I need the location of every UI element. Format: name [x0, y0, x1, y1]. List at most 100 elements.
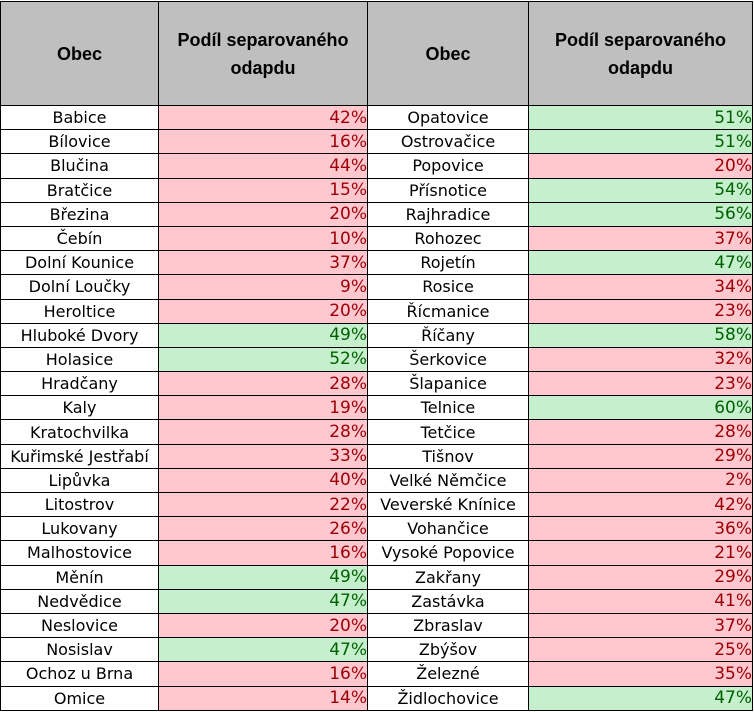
podil-cell-left: 15%	[158, 177, 368, 203]
header-podil-left: Podíl separovaného odapdu	[158, 1, 368, 106]
obec-cell-left: Bratčice	[0, 177, 159, 203]
obec-cell-right: Zakřany	[367, 564, 529, 590]
podil-cell-left: 33%	[158, 443, 368, 469]
obec-cell-left: Nedvědice	[0, 588, 159, 614]
table-row: Blučina 44% Popovice 20%	[0, 153, 753, 179]
obec-cell-right: Rosice	[367, 274, 529, 300]
podil-cell-left: 47%	[158, 588, 368, 614]
obec-cell-right: Šerkovice	[367, 346, 529, 373]
table-row: Heroltice 20% Řícmanice 23%	[0, 298, 753, 324]
table-row: Kuřimské Jestřabí 33% Tišnov 29%	[0, 443, 753, 469]
podil-cell-right: 21%	[528, 540, 753, 566]
podil-cell-right: 54%	[528, 177, 753, 203]
obec-cell-right: Rajhradice	[367, 201, 529, 227]
obec-cell-left: Omice	[0, 685, 159, 711]
podil-cell-right: 36%	[528, 516, 753, 542]
obec-cell-left: Neslovice	[0, 612, 159, 639]
obec-cell-right: Opatovice	[367, 104, 529, 131]
podil-cell-right: 35%	[528, 661, 753, 687]
obec-cell-left: Bílovice	[0, 129, 159, 155]
table-row: Hluboké Dvory 49% Říčany 58%	[0, 322, 753, 348]
obec-cell-right: Tišnov	[367, 443, 529, 469]
podil-cell-right: 51%	[528, 104, 753, 131]
podil-cell-left: 16%	[158, 661, 368, 687]
obec-cell-left: Kaly	[0, 395, 159, 421]
podil-cell-left: 49%	[158, 322, 368, 348]
podil-cell-right: 42%	[528, 491, 753, 518]
podil-cell-right: 60%	[528, 395, 753, 421]
table-row: Lipůvka 40% Velké Němčice 2%	[0, 467, 753, 494]
podil-cell-left: 44%	[158, 153, 368, 179]
podil-cell-left: 28%	[158, 419, 368, 445]
obec-cell-left: Kratochvilka	[0, 419, 159, 445]
podil-cell-right: 56%	[528, 201, 753, 227]
table-row: Litostrov 22% Veverské Knínice 42%	[0, 491, 753, 518]
podil-cell-right: 23%	[528, 298, 753, 324]
header-row: Obec Podíl separovaného odapdu Obec Podí…	[0, 1, 753, 106]
obec-cell-right: Ostrovačice	[367, 129, 529, 155]
podil-cell-right: 47%	[528, 250, 753, 276]
table-row: Neslovice 20% Zbraslav 37%	[0, 612, 753, 639]
table-row: Omice 14% Židlochovice 47%	[0, 685, 753, 711]
table-row: Kaly 19% Telnice 60%	[0, 395, 753, 421]
obec-cell-left: Hradčany	[0, 371, 159, 397]
obec-cell-right: Zbraslav	[367, 612, 529, 639]
header-obec-right: Obec	[367, 1, 529, 106]
obec-cell-right: Zastávka	[367, 588, 529, 614]
podil-cell-right: 23%	[528, 371, 753, 397]
table-row: Lukovany 26% Vohančice 36%	[0, 516, 753, 542]
table-row: Holasice 52% Šerkovice 32%	[0, 346, 753, 373]
podil-cell-right: 29%	[528, 443, 753, 469]
table-row: Hradčany 28% Šlapanice 23%	[0, 371, 753, 397]
obec-cell-left: Dolní Kounice	[0, 250, 159, 276]
podil-cell-left: 26%	[158, 516, 368, 542]
table-row: Březina 20% Rajhradice 56%	[0, 201, 753, 227]
table-row: Babice 42% Opatovice 51%	[0, 104, 753, 131]
table-row: Dolní Kounice 37% Rojetín 47%	[0, 250, 753, 276]
podil-cell-left: 20%	[158, 612, 368, 639]
table-row: Dolní Loučky 9% Rosice 34%	[0, 274, 753, 300]
obec-cell-left: Čebín	[0, 225, 159, 252]
table-row: Bratčice 15% Přísnotice 54%	[0, 177, 753, 203]
podil-cell-right: 25%	[528, 637, 753, 663]
podil-cell-left: 10%	[158, 225, 368, 252]
podil-cell-left: 28%	[158, 371, 368, 397]
podil-cell-left: 42%	[158, 104, 368, 131]
obec-cell-left: Nosislav	[0, 637, 159, 663]
obec-cell-left: Hluboké Dvory	[0, 322, 159, 348]
podil-cell-right: 2%	[528, 467, 753, 494]
podil-cell-left: 9%	[158, 274, 368, 300]
obec-cell-left: Blučina	[0, 153, 159, 179]
obec-cell-right: Vohančice	[367, 516, 529, 542]
obec-cell-right: Zbýšov	[367, 637, 529, 663]
podil-cell-left: 52%	[158, 346, 368, 373]
podil-cell-right: 47%	[528, 685, 753, 711]
obec-cell-right: Říčany	[367, 322, 529, 348]
obec-cell-right: Telnice	[367, 395, 529, 421]
obec-cell-left: Holasice	[0, 346, 159, 373]
obec-cell-right: Řícmanice	[367, 298, 529, 324]
podil-cell-left: 40%	[158, 467, 368, 494]
table-row: Ochoz u Brna 16% Železné 35%	[0, 661, 753, 687]
obec-cell-right: Velké Němčice	[367, 467, 529, 494]
obec-cell-right: Židlochovice	[367, 685, 529, 711]
obec-cell-right: Veverské Knínice	[367, 491, 529, 518]
podil-cell-right: 20%	[528, 153, 753, 179]
podil-cell-left: 47%	[158, 637, 368, 663]
obec-cell-left: Heroltice	[0, 298, 159, 324]
podil-cell-right: 28%	[528, 419, 753, 445]
podil-cell-left: 20%	[158, 201, 368, 227]
obec-cell-left: Litostrov	[0, 491, 159, 518]
obec-cell-right: Tetčice	[367, 419, 529, 445]
obec-cell-left: Lukovany	[0, 516, 159, 542]
table-row: Nedvědice 47% Zastávka 41%	[0, 588, 753, 614]
obec-cell-left: Kuřimské Jestřabí	[0, 443, 159, 469]
obec-cell-right: Rojetín	[367, 250, 529, 276]
header-obec-left: Obec	[0, 1, 159, 106]
podil-cell-left: 22%	[158, 491, 368, 518]
table-row: Malhostovice 16% Vysoké Popovice 21%	[0, 540, 753, 566]
table-row: Bílovice 16% Ostrovačice 51%	[0, 129, 753, 155]
podil-cell-right: 41%	[528, 588, 753, 614]
podil-cell-left: 20%	[158, 298, 368, 324]
